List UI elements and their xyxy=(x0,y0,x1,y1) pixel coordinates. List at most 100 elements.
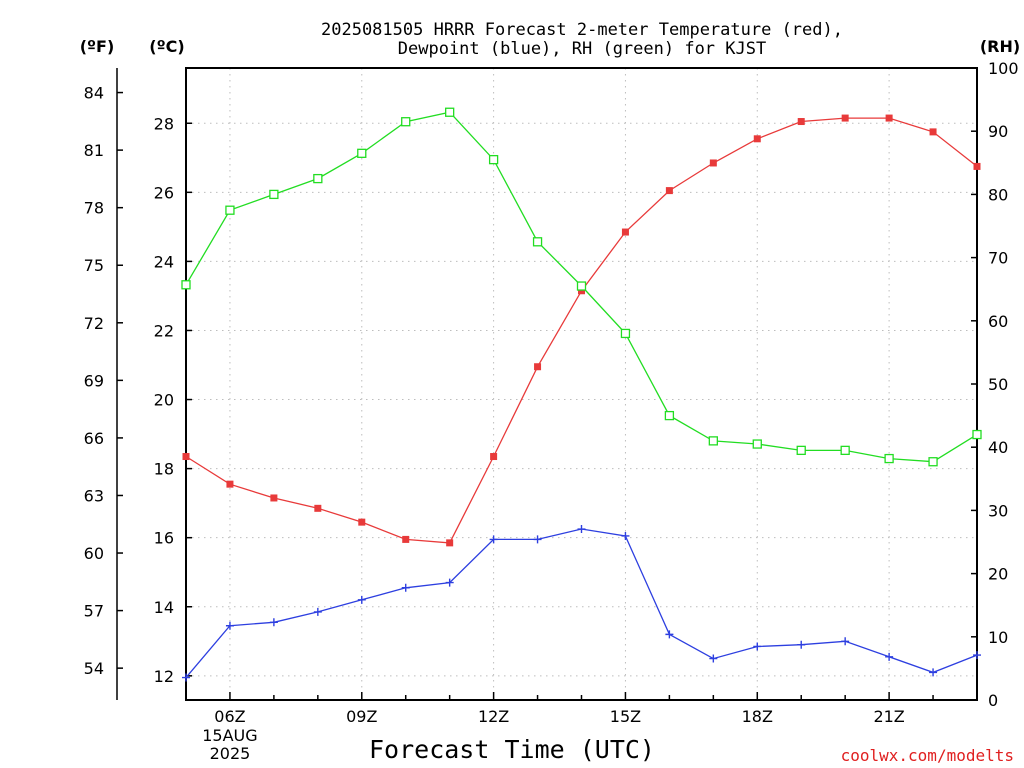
data-point-rh xyxy=(664,410,675,421)
data-point-dewpoint xyxy=(577,525,586,534)
data-point-dewpoint xyxy=(841,637,850,646)
rh-tick-label: 30 xyxy=(988,501,1008,520)
x-date-label: 15AUG xyxy=(202,726,257,745)
tick-labels: 54 57 60 63 66 69 72 75 78 81 84 12 14 16 18 20 22 24 26 28… xyxy=(84,59,1019,763)
rh-tick-label: 70 xyxy=(988,249,1008,268)
fahrenheit-tick-label: 54 xyxy=(84,659,104,678)
data-point-rh xyxy=(269,189,279,200)
fahrenheit-tick-label: 66 xyxy=(84,429,104,448)
celsius-unit-label: (ºC) xyxy=(149,37,184,56)
data-point-2-meter-temperature xyxy=(797,118,805,126)
series-rh xyxy=(181,107,982,467)
data-point-dewpoint xyxy=(929,668,938,677)
data-point-rh xyxy=(708,436,718,446)
celsius-tick-label: 12 xyxy=(154,667,174,686)
data-point-2-meter-temperature xyxy=(270,494,278,502)
series-dewpoint xyxy=(182,525,981,682)
data-point-dewpoint xyxy=(445,578,454,587)
data-point-rh xyxy=(532,237,543,247)
data-point-dewpoint xyxy=(225,621,234,630)
fahrenheit-tick-label: 60 xyxy=(84,544,104,563)
fahrenheit-tick-label: 63 xyxy=(84,486,104,505)
data-point-rh xyxy=(357,148,367,158)
rh-unit-label: (RH) xyxy=(980,37,1020,56)
rh-tick-label: 10 xyxy=(988,628,1008,647)
celsius-tick-label: 28 xyxy=(154,114,174,133)
data-point-rh xyxy=(401,117,411,127)
x-tick-label: 12Z xyxy=(478,707,509,726)
x-date-label: 2025 xyxy=(210,744,251,763)
data-point-dewpoint xyxy=(709,654,718,663)
rh-tick-label: 80 xyxy=(988,185,1008,204)
fahrenheit-unit-label: (ºF) xyxy=(80,37,115,56)
data-point-rh xyxy=(225,205,235,215)
axes xyxy=(116,67,978,701)
data-point-2-meter-temperature xyxy=(358,518,366,526)
fahrenheit-tick-label: 84 xyxy=(84,84,104,103)
data-point-rh xyxy=(445,107,455,117)
celsius-tick-label: 24 xyxy=(154,252,174,271)
data-point-dewpoint xyxy=(885,652,894,661)
celsius-tick-label: 26 xyxy=(154,183,174,202)
data-point-2-meter-temperature xyxy=(753,135,761,143)
series-2-meter-temperature xyxy=(182,114,981,547)
fahrenheit-tick-label: 81 xyxy=(84,141,104,160)
rh-tick-label: 60 xyxy=(988,312,1008,331)
data-point-2-meter-temperature xyxy=(314,504,322,512)
rh-tick-label: 50 xyxy=(988,375,1008,394)
data-point-2-meter-temperature xyxy=(709,159,717,167)
data-point-2-meter-temperature xyxy=(226,480,234,488)
celsius-tick-label: 22 xyxy=(154,321,174,340)
data-point-dewpoint xyxy=(665,630,674,639)
celsius-tick-label: 14 xyxy=(154,598,174,617)
data-point-rh xyxy=(576,281,587,291)
data-point-2-meter-temperature xyxy=(929,128,937,136)
fahrenheit-tick-label: 72 xyxy=(84,314,104,333)
data-point-rh xyxy=(313,173,323,184)
data-point-dewpoint xyxy=(313,607,322,616)
grid xyxy=(186,68,977,700)
data-point-rh xyxy=(752,439,762,449)
data-point-rh xyxy=(972,429,982,440)
data-point-2-meter-temperature xyxy=(490,453,498,461)
data-point-2-meter-temperature xyxy=(841,114,849,122)
data-point-dewpoint xyxy=(401,583,410,592)
data-point-dewpoint xyxy=(973,651,981,660)
data-point-rh xyxy=(884,453,894,464)
data-point-2-meter-temperature xyxy=(182,453,190,461)
plot-frame xyxy=(185,67,978,701)
series xyxy=(181,107,982,682)
rh-tick-label: 20 xyxy=(988,565,1008,584)
celsius-tick-label: 18 xyxy=(154,460,174,479)
x-tick-label: 21Z xyxy=(873,707,904,726)
data-point-rh xyxy=(181,280,191,290)
data-point-2-meter-temperature xyxy=(973,162,981,170)
fahrenheit-tick-label: 69 xyxy=(84,371,104,390)
fahrenheit-tick-label: 57 xyxy=(84,602,104,621)
data-point-dewpoint xyxy=(182,673,190,682)
chart-title-line-1: 2025081505 HRRR Forecast 2-meter Tempera… xyxy=(321,20,843,40)
data-point-rh xyxy=(796,445,806,456)
series-line-dewpoint xyxy=(185,528,978,679)
data-point-rh xyxy=(620,328,631,339)
data-point-rh xyxy=(488,154,499,165)
data-point-dewpoint xyxy=(269,618,278,627)
data-point-2-meter-temperature xyxy=(665,187,673,195)
data-point-dewpoint xyxy=(533,535,542,544)
x-tick-label: 15Z xyxy=(610,707,641,726)
data-point-rh xyxy=(840,445,850,456)
data-point-dewpoint xyxy=(489,535,498,544)
data-point-2-meter-temperature xyxy=(621,228,629,236)
fahrenheit-tick-label: 75 xyxy=(84,256,104,275)
x-tick-label: 09Z xyxy=(346,707,377,726)
data-point-2-meter-temperature xyxy=(446,539,454,547)
rh-tick-label: 90 xyxy=(988,122,1008,141)
data-point-dewpoint xyxy=(357,595,366,604)
data-point-2-meter-temperature xyxy=(402,535,410,543)
data-point-2-meter-temperature xyxy=(534,363,542,371)
celsius-tick-label: 16 xyxy=(154,529,174,548)
rh-tick-label: 100 xyxy=(988,59,1019,78)
data-point-2-meter-temperature xyxy=(885,114,893,122)
credit-label: coolwx.com/modelts xyxy=(841,746,1014,765)
